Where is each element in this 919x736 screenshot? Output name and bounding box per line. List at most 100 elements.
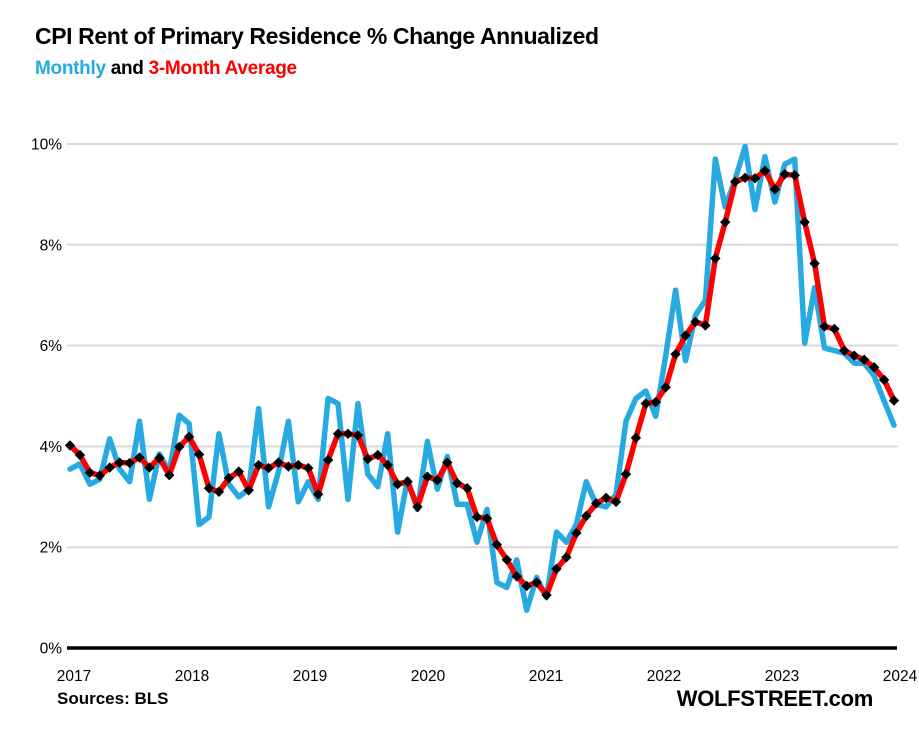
average-point-marker: [114, 457, 125, 468]
average-point-marker: [849, 350, 860, 361]
legend-monthly-label: Monthly: [35, 58, 106, 80]
chart-subtitle: Monthly and 3-Month Average: [35, 58, 599, 80]
average-point-marker: [749, 173, 761, 184]
average-point-marker: [888, 395, 900, 406]
average-point-marker: [154, 452, 165, 464]
average-point-marker: [809, 258, 820, 269]
average-point-marker: [531, 577, 542, 588]
average-point-marker: [183, 431, 195, 443]
average-point-marker: [799, 216, 810, 228]
average-point-marker: [243, 485, 254, 496]
y-tick-label: 10%: [31, 137, 62, 154]
average-point-marker: [819, 321, 830, 332]
average-point-marker: [610, 496, 622, 508]
sources-label: Sources: BLS: [57, 689, 169, 708]
y-tick-label: 8%: [40, 237, 63, 254]
average-point-marker: [422, 471, 433, 482]
x-tick-label: 2022: [647, 668, 681, 685]
average-point-marker: [739, 172, 751, 183]
average-point-marker: [859, 354, 870, 365]
average-point-marker: [362, 453, 374, 465]
average-point-marker: [471, 511, 483, 523]
y-tick-label: 4%: [40, 439, 63, 456]
average-point-marker: [223, 472, 235, 484]
average-point-marker: [293, 459, 304, 471]
average-point-marker: [312, 489, 324, 500]
average-point-marker: [342, 428, 354, 439]
average-point-marker: [759, 165, 771, 176]
average-point-marker: [412, 501, 423, 513]
average-point-marker: [134, 452, 145, 463]
average-point-marker: [769, 184, 781, 195]
brand-label: WOLFSTREET.com: [676, 686, 874, 711]
average-point-marker: [104, 462, 115, 473]
average-point-marker: [303, 462, 314, 474]
average-point-marker: [779, 169, 790, 180]
average-point-marker: [491, 539, 503, 550]
average-point-marker: [511, 571, 522, 582]
average-point-marker: [432, 474, 443, 486]
average-point-marker: [541, 589, 552, 601]
average-point-marker: [561, 552, 572, 563]
average-point-marker: [640, 398, 652, 409]
average-point-marker: [868, 362, 880, 373]
average-point-marker: [213, 486, 225, 497]
monthly-line: [67, 143, 897, 613]
average-point-marker: [283, 461, 294, 472]
average-point-marker: [551, 563, 562, 575]
average-point-marker: [521, 580, 532, 592]
average-point-marker: [203, 483, 215, 494]
average-point-marker: [233, 466, 244, 477]
x-tick-label: 2024: [883, 668, 918, 685]
x-tick-label: 2023: [765, 668, 799, 685]
average-point-marker: [193, 449, 205, 460]
average-point-marker: [84, 467, 96, 478]
legend-and-label: and: [105, 58, 149, 80]
average-point-marker: [720, 216, 731, 228]
average-point-marker: [700, 320, 711, 331]
x-tick-label: 2017: [57, 668, 91, 685]
x-tick-label: 2019: [293, 668, 327, 685]
average-point-marker: [571, 527, 582, 539]
average-point-marker: [729, 176, 741, 187]
average-point-marker: [600, 492, 612, 504]
average-point-marker: [174, 441, 185, 453]
average-point-marker: [74, 449, 86, 461]
y-tick-label: 2%: [40, 540, 63, 557]
average-point-marker: [670, 348, 681, 360]
average-point-marker: [372, 449, 383, 461]
average-point-marker: [442, 457, 453, 468]
average-point-marker: [878, 374, 890, 386]
average-point-marker: [392, 479, 403, 490]
average-point-marker: [839, 345, 850, 356]
y-tick-label: 6%: [40, 338, 63, 355]
average-point-marker: [650, 396, 661, 408]
average-point-marker: [481, 513, 493, 524]
x-tick-label: 2020: [411, 668, 446, 685]
average-point-marker: [144, 462, 155, 473]
average-point-marker: [124, 457, 135, 469]
average-point-marker: [64, 440, 76, 451]
average-point-marker: [590, 498, 602, 509]
average-point-marker: [710, 253, 721, 264]
average-point-marker: [461, 483, 473, 494]
average-point-marker: [581, 510, 592, 522]
chart-title: CPI Rent of Primary Residence % Change A…: [35, 23, 599, 49]
average-point-marker: [332, 428, 344, 439]
average-point-marker: [690, 316, 701, 328]
average-point-marker: [382, 459, 393, 471]
average-point-marker: [322, 454, 334, 466]
average-point-marker: [501, 554, 513, 565]
chart-header: CPI Rent of Primary Residence % Change A…: [35, 23, 599, 80]
average-point-marker: [402, 476, 413, 487]
legend-average-label: 3-Month Average: [148, 58, 298, 80]
average-point-marker: [352, 430, 364, 441]
average-point-marker: [94, 470, 105, 481]
average-point-marker: [789, 170, 800, 181]
average-point-marker: [253, 459, 264, 471]
average-point-marker: [660, 382, 671, 393]
x-tick-label: 2018: [175, 668, 209, 685]
average-point-marker: [630, 432, 642, 444]
average-point-marker: [620, 468, 632, 480]
